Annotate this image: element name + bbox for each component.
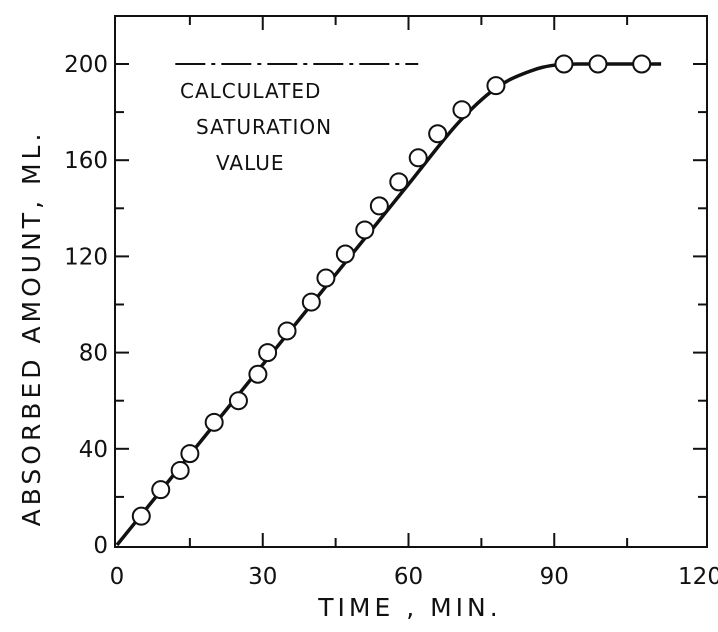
data-point — [151, 480, 171, 500]
data-point — [335, 244, 355, 264]
annotation-line-1: CALCULATED — [180, 79, 321, 103]
data-point — [228, 391, 248, 411]
x-axis-title: TIME , MIN. — [317, 593, 501, 622]
annotation: CALCULATED SATURATION VALUE — [180, 79, 332, 175]
data-point — [486, 76, 506, 96]
y-ticks — [115, 63, 707, 498]
data-point — [355, 220, 375, 240]
y-tick-labels: 0 40 80 120 160 200 — [64, 52, 108, 559]
data-point — [258, 343, 278, 363]
y-tick-label: 40 — [79, 437, 108, 463]
x-tick-label: 120 — [678, 564, 718, 590]
data-point — [588, 54, 608, 74]
data-point — [389, 172, 409, 192]
data-point — [632, 54, 652, 74]
data-point — [131, 506, 151, 526]
y-tick-label: 0 — [93, 533, 108, 559]
data-point — [452, 100, 472, 120]
series-layer — [115, 54, 662, 547]
x-tick-label: 60 — [394, 564, 423, 590]
y-tick-label: 120 — [64, 244, 108, 270]
data-point — [408, 148, 428, 168]
y-tick-label: 160 — [64, 148, 108, 174]
plot-area — [114, 15, 708, 548]
data-point — [180, 444, 200, 464]
annotation-line-3: VALUE — [216, 151, 285, 175]
data-point — [428, 124, 448, 144]
data-point — [277, 321, 297, 341]
annotation-line-2: SATURATION — [196, 115, 332, 139]
data-point — [554, 54, 574, 74]
data-point — [248, 364, 268, 384]
data-point — [369, 196, 389, 216]
x-tick-label: 30 — [248, 564, 277, 590]
data-point — [170, 460, 190, 480]
y-tick-label: 80 — [79, 341, 108, 367]
plot-frame — [114, 15, 708, 548]
x-tick-label: 0 — [110, 564, 125, 590]
y-tick-label: 200 — [64, 52, 108, 78]
data-point — [316, 268, 336, 288]
data-point — [204, 412, 224, 432]
y-axis-title: ABSORBED AMOUNT, ML. — [17, 130, 46, 527]
x-ticks — [188, 16, 629, 547]
data-point — [301, 292, 321, 312]
x-tick-labels: 0 30 60 90 120 — [110, 564, 718, 590]
x-tick-label: 90 — [540, 564, 569, 590]
